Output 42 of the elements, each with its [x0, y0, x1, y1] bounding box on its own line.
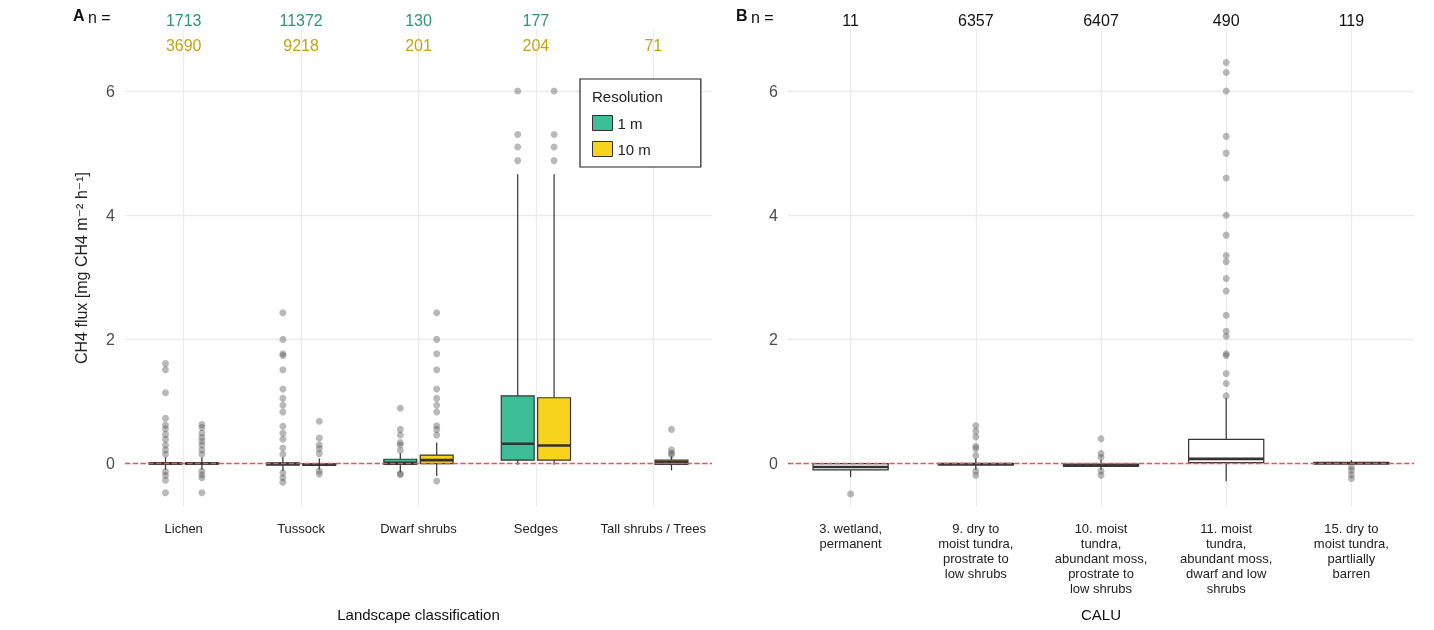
y-axis-title: CH4 flux [mg CH4 m⁻² h⁻¹] [72, 171, 90, 365]
text: 204 [522, 36, 550, 54]
text: 6357 [958, 11, 994, 29]
chart-title: B [736, 6, 748, 24]
x-tick-label: 10. moist tundra, abundant moss, prostrate to low shrubs [1054, 521, 1148, 596]
x-tick-label: 3. wetland, permanent [819, 521, 883, 551]
text: 11 [842, 11, 859, 29]
x-tick-label: Tall shrubs / Trees [600, 521, 707, 536]
text: n = [751, 8, 774, 26]
y-tick-label: 4 [769, 206, 779, 224]
y-tick-label: 2 [769, 330, 779, 348]
x-tick-label: Tussock [277, 521, 326, 536]
y-tick-label: 6 [106, 82, 116, 100]
x-tick-label: 11. moist tundra, abundant moss, dwarf and low shrubs [1179, 521, 1273, 596]
text: 6407 [1083, 11, 1119, 29]
legend-label: 1 m [617, 114, 643, 132]
y-tick-label: 6 [769, 82, 779, 100]
text: 11372 [279, 11, 323, 29]
text: 9218 [283, 36, 319, 54]
y-tick-label: 0 [106, 455, 116, 473]
x-tick-label: 15. dry to moist tundra, partlially barren [1313, 521, 1389, 581]
x-tick-label: Lichen [164, 521, 203, 536]
x-tick-label: Sedges [513, 521, 559, 536]
text: 490 [1212, 11, 1240, 29]
x-axis-title: Landscape classification [337, 606, 500, 623]
text: 1713 [165, 11, 202, 29]
y-tick-label: 4 [106, 206, 116, 224]
text: 130 [405, 11, 432, 29]
legend-title: Resolution [592, 88, 663, 105]
text: 177 [522, 11, 550, 29]
text: 201 [405, 36, 432, 54]
x-axis-title: CALU [1080, 606, 1122, 623]
x-tick-label: 9. dry to moist tundra, prostrate to low shrubs [938, 521, 1014, 581]
legend-label: 10 m [617, 140, 651, 158]
text: 71 [644, 36, 663, 54]
chart-title: A [73, 6, 85, 24]
y-tick-label: 2 [106, 330, 116, 348]
text: 3690 [165, 36, 202, 54]
text: 119 [1338, 11, 1365, 29]
y-tick-label: 0 [769, 455, 779, 473]
text: n = [88, 8, 111, 26]
x-tick-label: Dwarf shrubs [380, 521, 458, 536]
